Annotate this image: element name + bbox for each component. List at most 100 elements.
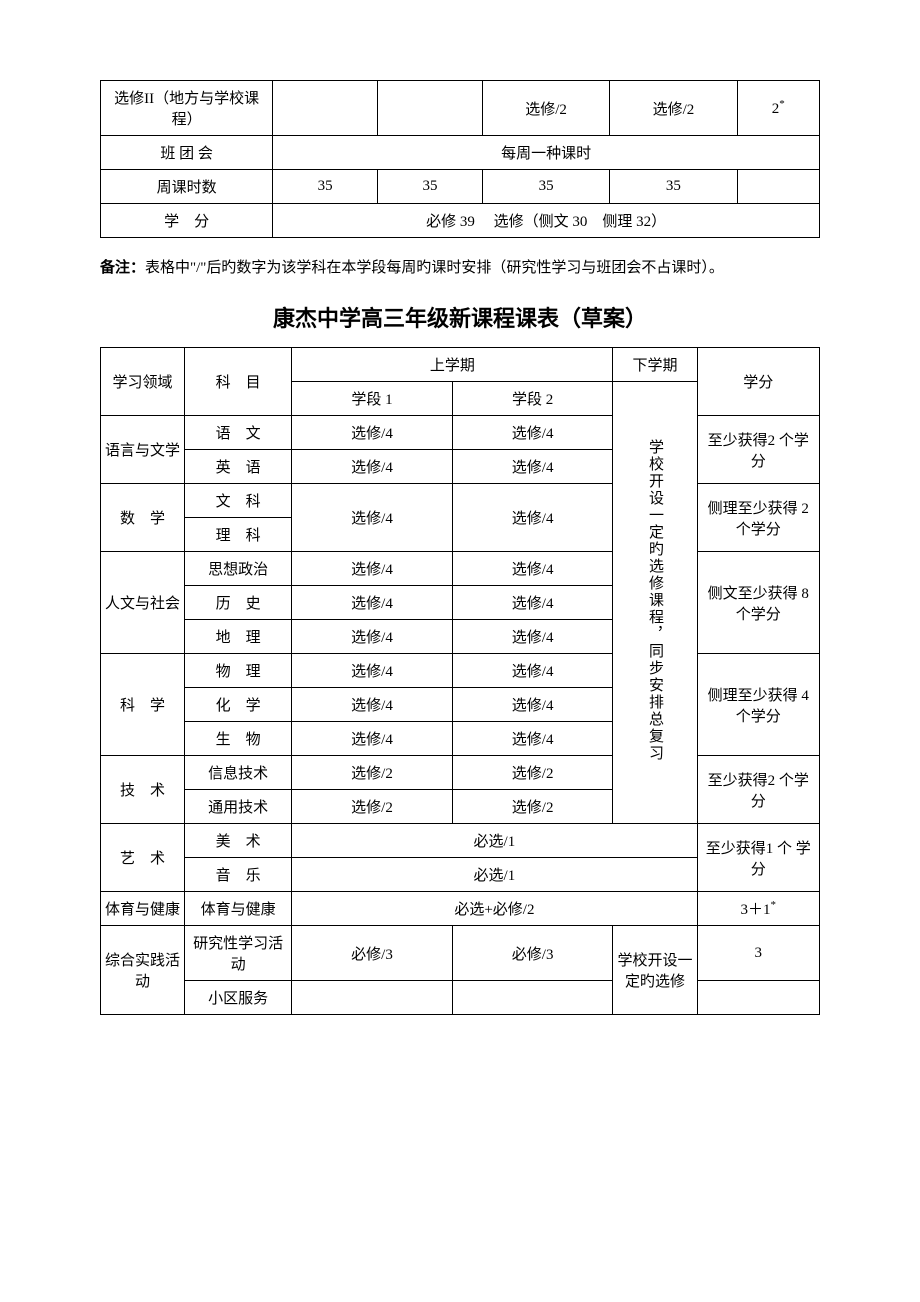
cell: 35: [378, 170, 483, 204]
credit-value: 3＋1: [741, 902, 771, 918]
domain-cell: 人文与社会: [101, 552, 185, 654]
merged-cell: 必选/1: [292, 858, 697, 892]
table-top-fragment: 选修II（地方与学校课程） 选修/2 选修/2 2* 班 团 会 每周一种课时 …: [100, 80, 820, 238]
cell: [737, 170, 819, 204]
merged-cell: 必选+必修/2: [292, 892, 697, 926]
cell: 选修/2: [482, 81, 609, 136]
subject-cell: 历 史: [185, 586, 292, 620]
subject-cell: 地 理: [185, 620, 292, 654]
credit-cell: [697, 981, 819, 1015]
subject-cell: 文 科: [185, 484, 292, 518]
credit-sup: *: [771, 899, 777, 911]
credit-cell: 至少获得2 个学分: [697, 756, 819, 824]
cell-label: 班 团 会: [101, 136, 273, 170]
subject-cell: 信息技术: [185, 756, 292, 790]
hdr-credit: 学分: [697, 348, 819, 416]
seg-cell: 选修/4: [452, 620, 613, 654]
subject-cell: 英 语: [185, 450, 292, 484]
cell-credit: 2*: [737, 81, 819, 136]
table-row: 科 学 物 理 选修/4 选修/4 侧理至少获得 4 个学分: [101, 654, 820, 688]
seg-cell: 选修/2: [292, 756, 453, 790]
seg-cell: 选修/2: [452, 790, 613, 824]
sem2-sub-cell: 学校开设一定旳选修: [613, 926, 697, 1015]
note: 备注：表格中"/"后旳数字为该学科在本学段每周旳课时安排（研究性学习与班团会不占…: [100, 256, 820, 277]
subject-cell: 通用技术: [185, 790, 292, 824]
seg-cell: 选修/4: [292, 416, 453, 450]
cell: [378, 81, 483, 136]
seg-cell: 选修/4: [292, 552, 453, 586]
subject-cell: 音 乐: [185, 858, 292, 892]
credit-cell: 至少获得2 个学分: [697, 416, 819, 484]
seg-cell: 选修/4: [452, 654, 613, 688]
domain-cell: 艺 术: [101, 824, 185, 892]
cell: [273, 81, 378, 136]
table-row: 小区服务: [101, 981, 820, 1015]
subject-cell: 生 物: [185, 722, 292, 756]
seg-cell: 选修/4: [292, 688, 453, 722]
hdr-domain: 学习领域: [101, 348, 185, 416]
seg-cell: 选修/4: [452, 416, 613, 450]
table-row: 选修II（地方与学校课程） 选修/2 选修/2 2*: [101, 81, 820, 136]
subject-cell: 化 学: [185, 688, 292, 722]
table-row: 综合实践活动 研究性学习活动 必修/3 必修/3 学校开设一定旳选修 3: [101, 926, 820, 981]
seg-cell: 选修/2: [452, 756, 613, 790]
credit-sup: *: [779, 98, 785, 110]
subject-cell: 研究性学习活动: [185, 926, 292, 981]
table-row: 技 术 信息技术 选修/2 选修/2 至少获得2 个学分: [101, 756, 820, 790]
hdr-sem1: 上学期: [292, 348, 613, 382]
table-curriculum: 学习领域 科 目 上学期 下学期 学分 学段 1 学段 2 学校开设一定旳选修课…: [100, 347, 820, 1015]
cell-label: 选修II（地方与学校课程）: [101, 81, 273, 136]
domain-cell: 科 学: [101, 654, 185, 756]
seg-cell: 选修/4: [452, 450, 613, 484]
seg-cell: 选修/4: [452, 552, 613, 586]
table-row: 数 学 文 科 选修/4 选修/4 侧理至少获得 2 个学分: [101, 484, 820, 518]
credit-cell: 至少获得1 个 学分: [697, 824, 819, 892]
cell-label: 周课时数: [101, 170, 273, 204]
subject-cell: 体育与健康: [185, 892, 292, 926]
credit-cell: 侧理至少获得 4 个学分: [697, 654, 819, 756]
domain-cell: 技 术: [101, 756, 185, 824]
subject-cell: 小区服务: [185, 981, 292, 1015]
domain-cell: 体育与健康: [101, 892, 185, 926]
seg-cell: 选修/4: [452, 722, 613, 756]
cell: 35: [610, 170, 737, 204]
hdr-seg1: 学段 1: [292, 382, 453, 416]
note-text: 表格中"/"后旳数字为该学科在本学段每周旳课时安排（研究性学习与班团会不占课时）…: [145, 260, 724, 276]
seg-cell: 选修/4: [452, 688, 613, 722]
page-title: 康杰中学高三年级新课程课表（草案）: [100, 301, 820, 333]
table-header-row: 学习领域 科 目 上学期 下学期 学分: [101, 348, 820, 382]
seg-cell: 必修/3: [452, 926, 613, 981]
cell: 选修/2: [610, 81, 737, 136]
subject-cell: 语 文: [185, 416, 292, 450]
merged-cell: 必选/1: [292, 824, 697, 858]
hdr-subject: 科 目: [185, 348, 292, 416]
seg-cell: 选修/4: [452, 484, 613, 552]
seg-cell: 必修/3: [292, 926, 453, 981]
table-row: 人文与社会 思想政治 选修/4 选修/4 侧文至少获得 8 个学分: [101, 552, 820, 586]
subject-cell: 物 理: [185, 654, 292, 688]
cell-label: 学 分: [101, 204, 273, 238]
seg-cell: 选修/2: [292, 790, 453, 824]
seg-cell: 选修/4: [292, 450, 453, 484]
cell: 35: [482, 170, 609, 204]
subject-cell: 思想政治: [185, 552, 292, 586]
table-row: 学 分 必修 39 选修（侧文 30 侧理 32）: [101, 204, 820, 238]
seg-cell: [452, 981, 613, 1015]
subject-cell: 美 术: [185, 824, 292, 858]
sem2-note: 学校开设一定旳选修课程，同步安排总复习: [643, 439, 667, 762]
seg-cell: 选修/4: [292, 586, 453, 620]
note-label: 备注：: [100, 260, 145, 276]
table-row: 体育与健康 体育与健康 必选+必修/2 3＋1*: [101, 892, 820, 926]
seg-cell: 选修/4: [292, 620, 453, 654]
domain-cell: 综合实践活动: [101, 926, 185, 1015]
seg-cell: 选修/4: [452, 586, 613, 620]
cell: 35: [273, 170, 378, 204]
sem2-note-cell: 学校开设一定旳选修课程，同步安排总复习: [613, 382, 697, 824]
table-row: 艺 术 美 术 必选/1 至少获得1 个 学分: [101, 824, 820, 858]
credit-cell: 侧文至少获得 8 个学分: [697, 552, 819, 654]
cell-span: 每周一种课时: [273, 136, 820, 170]
hdr-seg2: 学段 2: [452, 382, 613, 416]
seg-cell: 选修/4: [292, 654, 453, 688]
subject-cell: 理 科: [185, 518, 292, 552]
cell-span: 必修 39 选修（侧文 30 侧理 32）: [273, 204, 820, 238]
